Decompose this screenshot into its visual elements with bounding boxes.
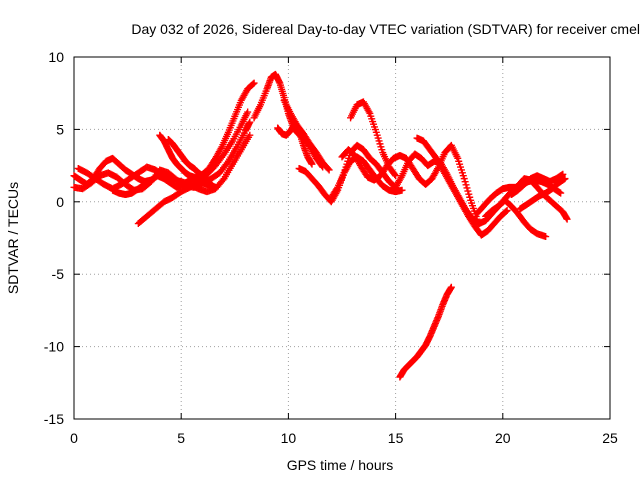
x-tick-label: 0 — [70, 430, 78, 446]
data-point — [398, 186, 406, 194]
data-point — [212, 183, 220, 191]
data-point — [561, 175, 569, 183]
y-tick-label: -5 — [52, 266, 65, 282]
y-tick-label: -15 — [44, 411, 64, 427]
x-tick-label: 10 — [281, 430, 297, 446]
series-sat-n — [327, 153, 406, 201]
data-point — [392, 172, 400, 180]
y-tick-label: 5 — [56, 121, 64, 137]
data-point — [250, 79, 258, 87]
series-sat-o — [413, 134, 511, 239]
series-sat-l — [338, 141, 481, 223]
data-point — [324, 165, 332, 173]
data-point — [461, 178, 469, 186]
data-point — [502, 207, 510, 215]
y-tick-label: -10 — [44, 339, 64, 355]
data-point — [463, 184, 471, 192]
data-point — [464, 187, 472, 195]
data-point — [207, 180, 215, 188]
x-tick-label: 15 — [388, 430, 404, 446]
data-point — [147, 176, 155, 184]
x-axis-label: GPS time / hours — [287, 457, 394, 473]
data-point — [219, 176, 227, 184]
y-axis-label: SDTVAR / TECUs — [5, 182, 21, 294]
data-point — [391, 170, 399, 178]
data-point — [244, 108, 252, 116]
series-sat-g — [109, 176, 155, 199]
plot-frame — [73, 56, 611, 420]
data-point — [246, 131, 254, 139]
data-point — [563, 215, 571, 223]
series-sat-m — [347, 98, 400, 180]
series-sat-t — [396, 283, 455, 381]
data-point — [325, 166, 333, 174]
data-point — [447, 283, 455, 291]
chart-title: Day 032 of 2026, Sidereal Day-to-day VTE… — [131, 21, 640, 37]
series-sat-r — [482, 175, 571, 223]
y-tick-label: 0 — [56, 194, 64, 210]
series-sat-f — [164, 136, 215, 188]
series-sat-j — [280, 96, 333, 174]
data-point — [249, 80, 257, 88]
data-point — [466, 193, 474, 201]
data-point — [557, 189, 565, 197]
data-point — [333, 185, 341, 193]
y-tick-label: 10 — [48, 49, 64, 65]
data-point — [503, 206, 511, 214]
data-point — [465, 190, 473, 198]
data-point — [460, 175, 468, 183]
data-point — [542, 233, 550, 241]
data-points — [70, 70, 571, 381]
tick-labels: 0 5 10 15 20 25 -15 -10 -5 0 5 10 — [44, 49, 618, 446]
series-sat-s — [516, 175, 569, 213]
data-point — [462, 181, 470, 189]
data-point — [308, 160, 316, 168]
data-point — [246, 118, 254, 126]
x-tick-label: 20 — [495, 430, 511, 446]
x-tick-label: 25 — [602, 430, 618, 446]
x-tick-label: 5 — [177, 430, 185, 446]
